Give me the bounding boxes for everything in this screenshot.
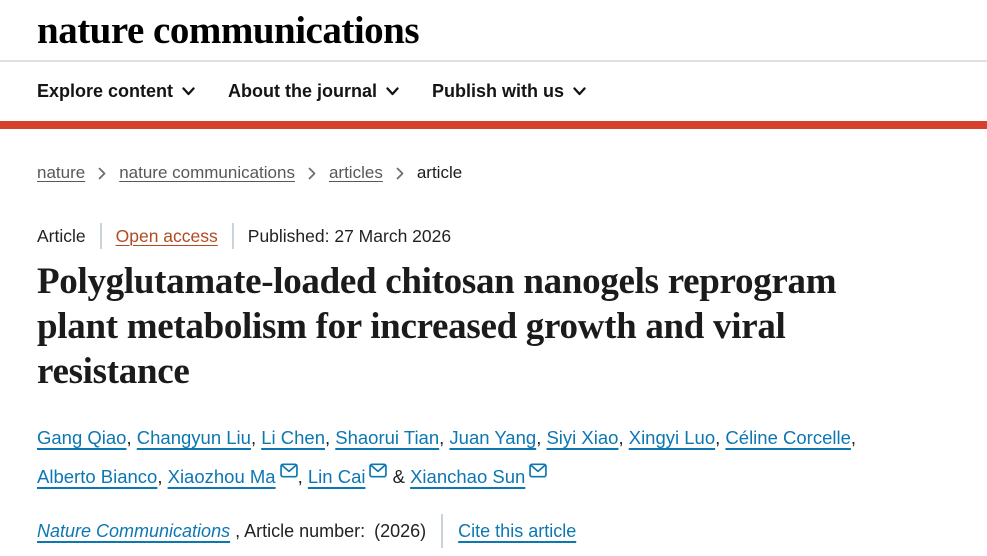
nav-item-label: About the journal bbox=[228, 81, 378, 101]
author-separator: , bbox=[536, 427, 547, 448]
breadcrumb-link-nature[interactable]: nature bbox=[37, 163, 86, 182]
brand-red-bar bbox=[0, 121, 987, 129]
chevron-down-icon bbox=[182, 87, 195, 96]
author-list: Gang Qiao, Changyun Liu, Li Chen, Shaoru… bbox=[0, 418, 928, 496]
author-separator: , bbox=[157, 466, 168, 487]
cite-this-article-link[interactable]: Cite this article bbox=[458, 520, 577, 541]
breadcrumb: nature nature communications articles artic… bbox=[0, 163, 987, 183]
nav-item-about-the-journal[interactable]: About the journal bbox=[228, 81, 399, 102]
masthead: nature communications bbox=[0, 0, 987, 62]
breadcrumb-link-articles[interactable]: articles bbox=[328, 163, 383, 182]
author-separator: , bbox=[850, 427, 857, 448]
author-link-lin-cai[interactable]: Lin Cai bbox=[307, 466, 366, 487]
author-separator: , bbox=[250, 427, 262, 448]
citation-separator bbox=[441, 514, 444, 548]
envelope-icon[interactable] bbox=[529, 463, 548, 478]
author-link-siyi-xiao[interactable]: Siyi Xiao bbox=[546, 427, 619, 448]
nav-item-publish-with-us[interactable]: Publish with us bbox=[432, 81, 586, 102]
author-ampersand: & bbox=[387, 466, 411, 487]
author-separator: , bbox=[126, 427, 137, 448]
author-separator: , bbox=[297, 466, 308, 487]
main-nav: Explore content About the journal Publish … bbox=[0, 62, 987, 121]
author-link-changyun-liu[interactable]: Changyun Liu bbox=[136, 427, 251, 448]
author-link-xingyi-luo[interactable]: Xingyi Luo bbox=[628, 427, 716, 448]
author-link-alberto-bianco[interactable]: Alberto Bianco bbox=[37, 466, 158, 487]
open-access-link[interactable]: Open access bbox=[115, 225, 218, 246]
meta-separator bbox=[231, 223, 234, 249]
author-link-shaorui-tian[interactable]: Shaorui Tian bbox=[335, 427, 440, 448]
author-separator: , bbox=[324, 427, 336, 448]
meta-separator bbox=[99, 223, 102, 249]
nav-item-label: Explore content bbox=[37, 81, 174, 101]
chevron-right-icon bbox=[308, 167, 316, 179]
nav-item-label: Publish with us bbox=[432, 81, 565, 101]
author-separator: , bbox=[715, 427, 726, 448]
author-link-xiaozhou-ma[interactable]: Xiaozhou Ma bbox=[167, 466, 276, 487]
article-header: Article Open access Published: 27 March … bbox=[0, 223, 987, 548]
published-date: Published: 27 March 2026 bbox=[247, 225, 452, 246]
chevron-down-icon bbox=[573, 87, 586, 96]
journal-logo[interactable]: nature communications bbox=[37, 8, 420, 52]
envelope-icon[interactable] bbox=[279, 463, 298, 478]
author-separator: , bbox=[439, 427, 450, 448]
article-year: (2026) bbox=[374, 520, 427, 541]
breadcrumb-current-article: article bbox=[416, 163, 463, 182]
article-title: Polyglutamate-loaded chitosan nanogels r… bbox=[37, 261, 837, 392]
author-link-gang-qiao[interactable]: Gang Qiao bbox=[37, 427, 127, 448]
nav-item-explore-content[interactable]: Explore content bbox=[37, 81, 195, 102]
article-number-label: , Article number: bbox=[235, 520, 366, 541]
chevron-down-icon bbox=[386, 87, 399, 96]
article-meta-line: Article Open access Published: 27 March … bbox=[0, 223, 987, 249]
breadcrumb-link-nature-communications[interactable]: nature communications bbox=[119, 163, 295, 182]
article-type-label: Article bbox=[37, 225, 86, 246]
author-separator: , bbox=[618, 427, 629, 448]
journal-name-link[interactable]: Nature Communications bbox=[37, 520, 231, 541]
chevron-right-icon bbox=[98, 167, 106, 179]
author-link-juan-yang[interactable]: Juan Yang bbox=[449, 427, 537, 448]
author-link-xianchao-sun[interactable]: Xianchao Sun bbox=[410, 466, 526, 487]
chevron-right-icon bbox=[396, 167, 404, 179]
citation-line: Nature Communications , Article number: … bbox=[0, 514, 987, 548]
author-link-c-line-corcelle[interactable]: Céline Corcelle bbox=[725, 427, 851, 448]
envelope-icon[interactable] bbox=[369, 463, 388, 478]
author-link-li-chen[interactable]: Li Chen bbox=[261, 427, 325, 448]
